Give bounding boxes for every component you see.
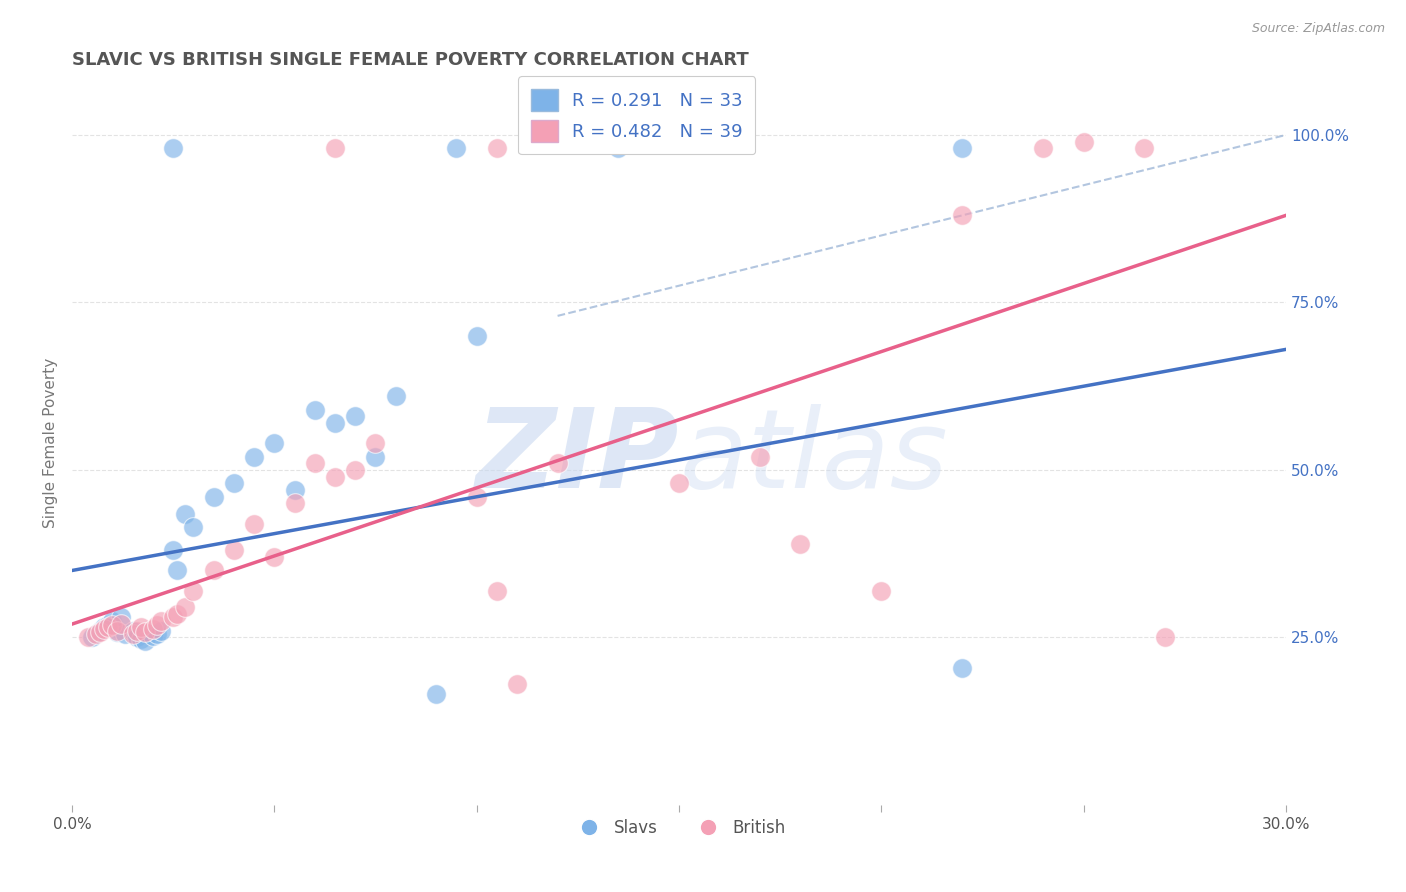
Point xyxy=(84,627,107,641)
Point xyxy=(547,456,569,470)
Point xyxy=(166,564,188,578)
Point xyxy=(121,624,143,638)
Point xyxy=(97,620,120,634)
Point xyxy=(485,141,508,155)
Point xyxy=(105,624,128,638)
Point xyxy=(323,141,346,155)
Point xyxy=(222,543,245,558)
Point xyxy=(150,624,173,638)
Point xyxy=(748,450,770,464)
Point xyxy=(183,583,205,598)
Point xyxy=(162,610,184,624)
Point xyxy=(364,436,387,450)
Point xyxy=(101,618,124,632)
Point xyxy=(950,208,973,222)
Point xyxy=(465,490,488,504)
Point xyxy=(304,402,326,417)
Point xyxy=(323,469,346,483)
Point xyxy=(114,627,136,641)
Point xyxy=(146,618,169,632)
Point xyxy=(1133,141,1156,155)
Point xyxy=(162,141,184,155)
Point xyxy=(1032,141,1054,155)
Point xyxy=(789,537,811,551)
Point xyxy=(134,625,156,640)
Point xyxy=(105,625,128,640)
Point xyxy=(134,633,156,648)
Point xyxy=(1153,631,1175,645)
Point xyxy=(263,550,285,565)
Point xyxy=(446,141,468,155)
Point xyxy=(125,624,148,638)
Point xyxy=(384,389,406,403)
Point xyxy=(607,141,630,155)
Text: ZIP: ZIP xyxy=(475,404,679,511)
Point xyxy=(485,583,508,598)
Text: SLAVIC VS BRITISH SINGLE FEMALE POVERTY CORRELATION CHART: SLAVIC VS BRITISH SINGLE FEMALE POVERTY … xyxy=(72,51,749,69)
Point xyxy=(344,409,367,424)
Point xyxy=(121,627,143,641)
Point xyxy=(125,631,148,645)
Point xyxy=(142,623,165,637)
Point xyxy=(284,496,307,510)
Point xyxy=(142,629,165,643)
Legend: Slavs, British: Slavs, British xyxy=(565,813,793,844)
Point xyxy=(870,583,893,598)
Point xyxy=(174,507,197,521)
Point xyxy=(82,631,104,645)
Point xyxy=(364,450,387,464)
Point xyxy=(166,607,188,621)
Point xyxy=(101,617,124,632)
Point xyxy=(465,329,488,343)
Point xyxy=(243,516,266,531)
Point xyxy=(162,543,184,558)
Point xyxy=(284,483,307,497)
Point xyxy=(506,677,529,691)
Point xyxy=(110,617,132,632)
Point xyxy=(950,141,973,155)
Point xyxy=(89,625,111,640)
Point xyxy=(93,620,115,634)
Point xyxy=(129,632,152,646)
Point xyxy=(150,615,173,629)
Point xyxy=(183,520,205,534)
Point xyxy=(77,631,100,645)
Point xyxy=(129,620,152,634)
Point xyxy=(93,623,115,637)
Point xyxy=(304,456,326,470)
Point xyxy=(950,660,973,674)
Point xyxy=(202,564,225,578)
Text: Source: ZipAtlas.com: Source: ZipAtlas.com xyxy=(1251,22,1385,36)
Point xyxy=(174,600,197,615)
Y-axis label: Single Female Poverty: Single Female Poverty xyxy=(44,358,58,528)
Point xyxy=(146,627,169,641)
Point xyxy=(110,610,132,624)
Point xyxy=(97,618,120,632)
Point xyxy=(668,476,690,491)
Point xyxy=(344,463,367,477)
Point xyxy=(1073,135,1095,149)
Point xyxy=(101,614,124,628)
Point xyxy=(425,688,447,702)
Point xyxy=(222,476,245,491)
Text: atlas: atlas xyxy=(679,404,948,511)
Point xyxy=(323,416,346,430)
Point xyxy=(202,490,225,504)
Point xyxy=(263,436,285,450)
Point xyxy=(89,624,111,638)
Point xyxy=(243,450,266,464)
